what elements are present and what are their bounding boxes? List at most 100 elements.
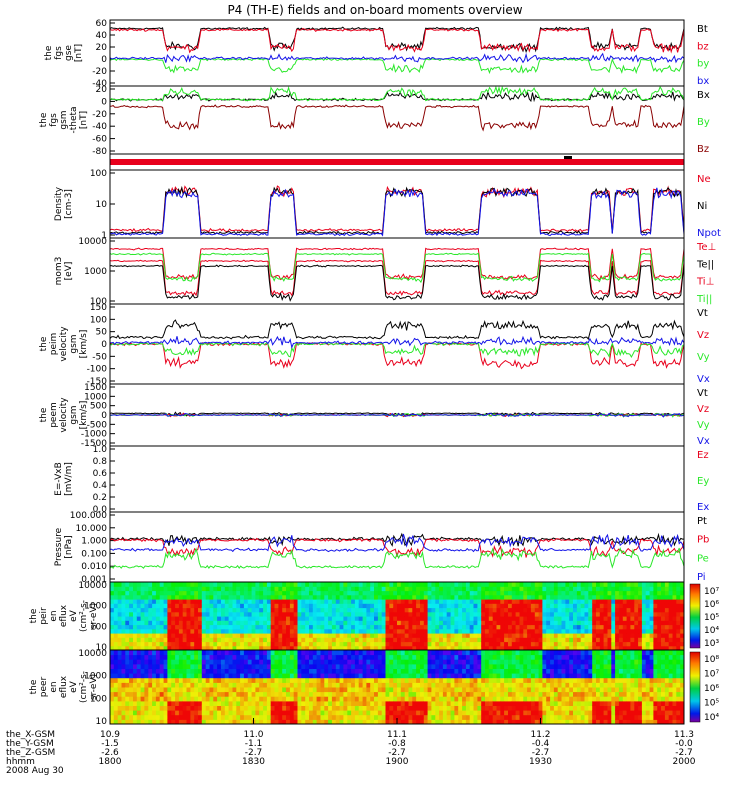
spectrogram-cell <box>608 595 612 600</box>
spectrogram-cell <box>646 692 650 697</box>
spectrogram-cell <box>657 629 661 634</box>
spectrogram-cell <box>493 591 497 596</box>
spectrogram-cell <box>110 664 114 669</box>
spectrogram-cell <box>343 701 347 706</box>
spectrogram-cell <box>275 701 279 706</box>
spectrogram-cell <box>523 603 527 608</box>
spectrogram-cell <box>229 710 233 715</box>
panel-11-tick: 100 <box>90 694 107 704</box>
spectrogram-cell <box>401 616 405 621</box>
spectrogram-cell <box>122 637 126 642</box>
spectrogram-cell <box>657 669 661 674</box>
spectrogram-cell <box>213 633 217 638</box>
spectrogram-cell <box>324 599 328 604</box>
spectrogram-cell <box>466 633 470 638</box>
spectrogram-cell <box>148 612 152 617</box>
panel-2-legend-item: Bx <box>697 90 710 101</box>
spectrogram-cell <box>213 701 217 706</box>
spectrogram-cell <box>397 650 401 655</box>
spectrogram-cell <box>175 629 179 634</box>
spectrogram-cell <box>550 637 554 642</box>
spectrogram-cell <box>516 591 520 596</box>
spectrogram-cell <box>405 687 409 692</box>
panel-6-ylabel-line: gsm <box>69 334 79 353</box>
spectrogram-cell <box>665 637 669 642</box>
spectrogram-cell <box>435 706 439 711</box>
spectrogram-cell <box>160 710 164 715</box>
spectrogram-cell <box>175 612 179 617</box>
spectrogram-cell <box>420 620 424 625</box>
spectrogram-cell <box>466 629 470 634</box>
spectrogram-cell <box>144 678 148 683</box>
spectrogram-cell <box>114 715 118 720</box>
spectrogram-cell <box>554 595 558 600</box>
spectrogram-cell <box>489 659 493 664</box>
spectrogram-cell <box>527 637 531 642</box>
spectrogram-cell <box>225 682 229 687</box>
spectrogram-cell <box>386 664 390 669</box>
spectrogram-cell <box>569 664 573 669</box>
spectrogram-cell <box>374 612 378 617</box>
spectrogram-cell <box>585 637 589 642</box>
spectrogram-cell <box>608 710 612 715</box>
spectrogram-cell <box>229 715 233 720</box>
spectrogram-cell <box>152 715 156 720</box>
spectrogram-cell <box>454 633 458 638</box>
spectrogram-cell <box>435 682 439 687</box>
spectrogram-cell <box>504 637 508 642</box>
spectrogram-cell <box>225 687 229 692</box>
spectrogram-cell <box>164 669 168 674</box>
spectrogram-cell <box>531 650 535 655</box>
spectrogram-cell <box>389 642 393 647</box>
spectrogram-cell <box>152 612 156 617</box>
spectrogram-cell <box>428 595 432 600</box>
spectrogram-cell <box>405 637 409 642</box>
spectrogram-cell <box>588 710 592 715</box>
spectrogram-cell <box>206 616 210 621</box>
spectrogram-cell <box>481 696 485 701</box>
spectrogram-cell <box>359 655 363 660</box>
spectrogram-cell <box>370 706 374 711</box>
spectrogram-cell <box>129 620 133 625</box>
spectrogram-cell <box>221 701 225 706</box>
spectrogram-cell <box>129 650 133 655</box>
spectrogram-cell <box>148 591 152 596</box>
spectrogram-cell <box>661 586 665 591</box>
spectrogram-cell <box>378 599 382 604</box>
spectrogram-cell <box>615 633 619 638</box>
spectrogram-cell <box>420 710 424 715</box>
spectrogram-cell <box>531 599 535 604</box>
spectrogram-cell <box>669 710 673 715</box>
spectrogram-cell <box>653 629 657 634</box>
spectrogram-cell <box>317 710 321 715</box>
spectrogram-cell <box>500 633 504 638</box>
spectrogram-cell <box>263 696 267 701</box>
spectrogram-cell <box>454 603 458 608</box>
spectrogram-cell <box>183 715 187 720</box>
spectrogram-cell <box>416 642 420 647</box>
spectrogram-cell <box>187 664 191 669</box>
spectrogram-cell <box>646 678 650 683</box>
spectrogram-cell <box>615 696 619 701</box>
spectrogram-cell <box>213 678 217 683</box>
spectrogram-cell <box>600 625 604 630</box>
spectrogram-cell <box>336 664 340 669</box>
spectrogram-cell <box>332 696 336 701</box>
spectrogram-cell <box>114 625 118 630</box>
spectrogram-cell <box>144 715 148 720</box>
spectrogram-cell <box>137 603 141 608</box>
spectrogram-cell <box>397 586 401 591</box>
spectrogram-cell <box>535 642 539 647</box>
spectrogram-cell <box>317 687 321 692</box>
spectrogram-cell <box>156 603 160 608</box>
spectrogram-cell <box>252 642 256 647</box>
spectrogram-cell <box>252 655 256 660</box>
spectrogram-cell <box>412 664 416 669</box>
spectrogram-cell <box>481 591 485 596</box>
spectrogram-cell <box>156 673 160 678</box>
spectrogram-cell <box>558 612 562 617</box>
spectrogram-cell <box>317 692 321 697</box>
spectrogram-cell <box>397 629 401 634</box>
spectrogram-cell <box>156 586 160 591</box>
spectrogram-cell <box>202 692 206 697</box>
